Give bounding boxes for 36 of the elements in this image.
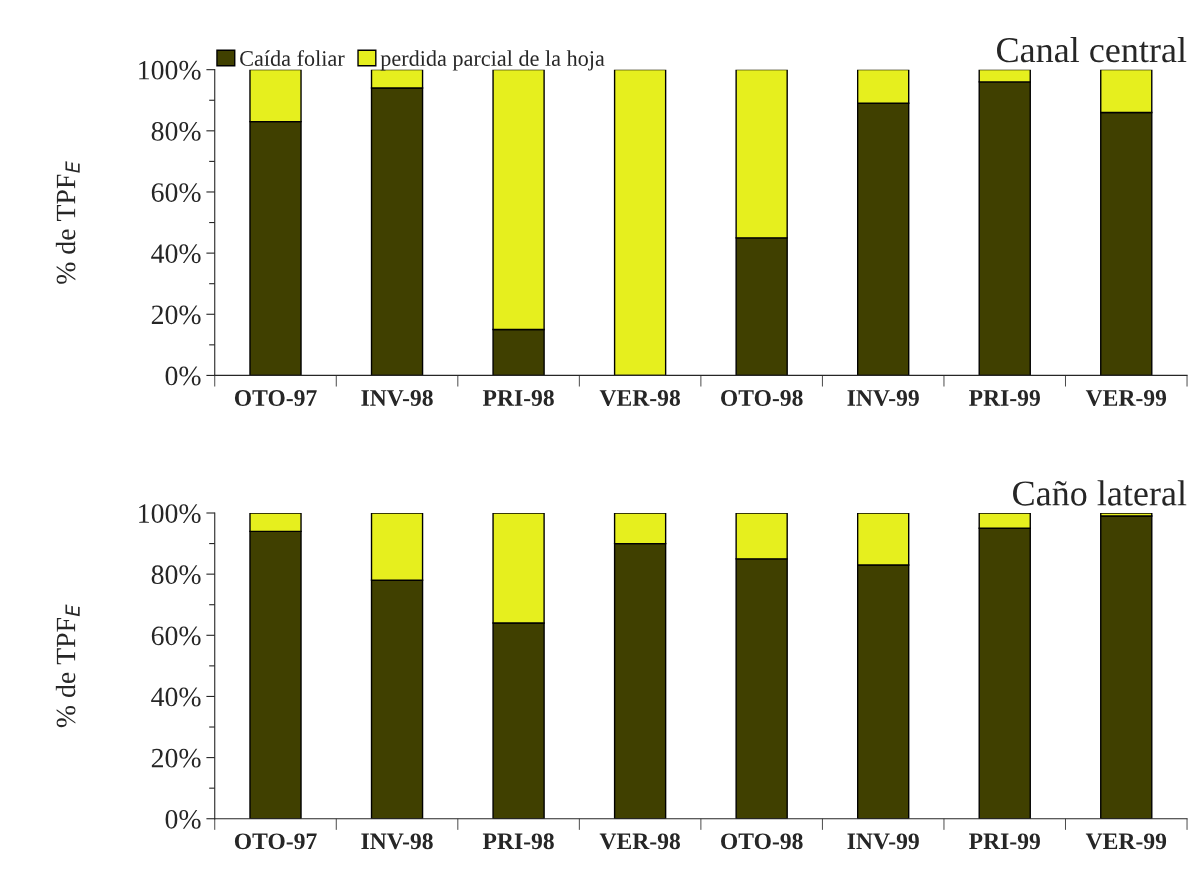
x-tick-label: OTO-98: [721, 833, 803, 850]
x-tick-label: VER-98: [599, 833, 680, 850]
bar: [613, 69, 667, 376]
chart-title: Caño lateral: [1013, 480, 1187, 506]
y-tick-label: 40%: [151, 244, 201, 264]
x-tick-label: INV-98: [361, 389, 433, 407]
x-tick-label: VER-99: [1085, 833, 1167, 850]
y-tick-label: 20%: [151, 748, 201, 768]
x-tick-label: INV-99: [847, 390, 919, 407]
x-tick-label: PRI-99: [969, 390, 1040, 406]
x-tick-label: INV-99: [847, 833, 919, 850]
x-tick-label: VER-98: [599, 389, 680, 407]
y-tick-label: 60%: [151, 183, 201, 202]
bar: [1100, 515, 1153, 819]
y-axis-title: % de TPF$_{E}$: [55, 161, 80, 284]
x-tick-label: OTO-97: [234, 833, 317, 850]
x-tick-label: PRI-98: [482, 389, 554, 406]
y-tick-label: 0%: [165, 366, 201, 386]
legend-label: perdida parcial de la hoja: [380, 50, 605, 71]
x-tick-label: PRI-98: [482, 833, 554, 850]
x-tick-label: PRI-99: [969, 833, 1040, 850]
y-tick-label: 80%: [151, 565, 201, 585]
x-tick-label: OTO-97: [234, 390, 317, 406]
x-tick-label: OTO-98: [721, 389, 803, 406]
y-tick-label: 100%: [139, 504, 201, 523]
chart-title: Canal central: [997, 36, 1187, 63]
legend-label: Caída foliar: [240, 50, 345, 66]
y-axis-title: % de TPF$_{E}$: [55, 604, 80, 728]
y-tick-label: 80%: [151, 121, 201, 141]
x-tick-label: INV-98: [361, 833, 433, 850]
x-tick-label: VER-99: [1085, 390, 1167, 407]
y-tick-label: 100%: [139, 60, 201, 80]
y-tick-label: 60%: [151, 626, 201, 646]
y-tick-label: 40%: [151, 687, 201, 707]
y-tick-label: 0%: [165, 809, 201, 829]
y-tick-label: 20%: [151, 305, 201, 325]
